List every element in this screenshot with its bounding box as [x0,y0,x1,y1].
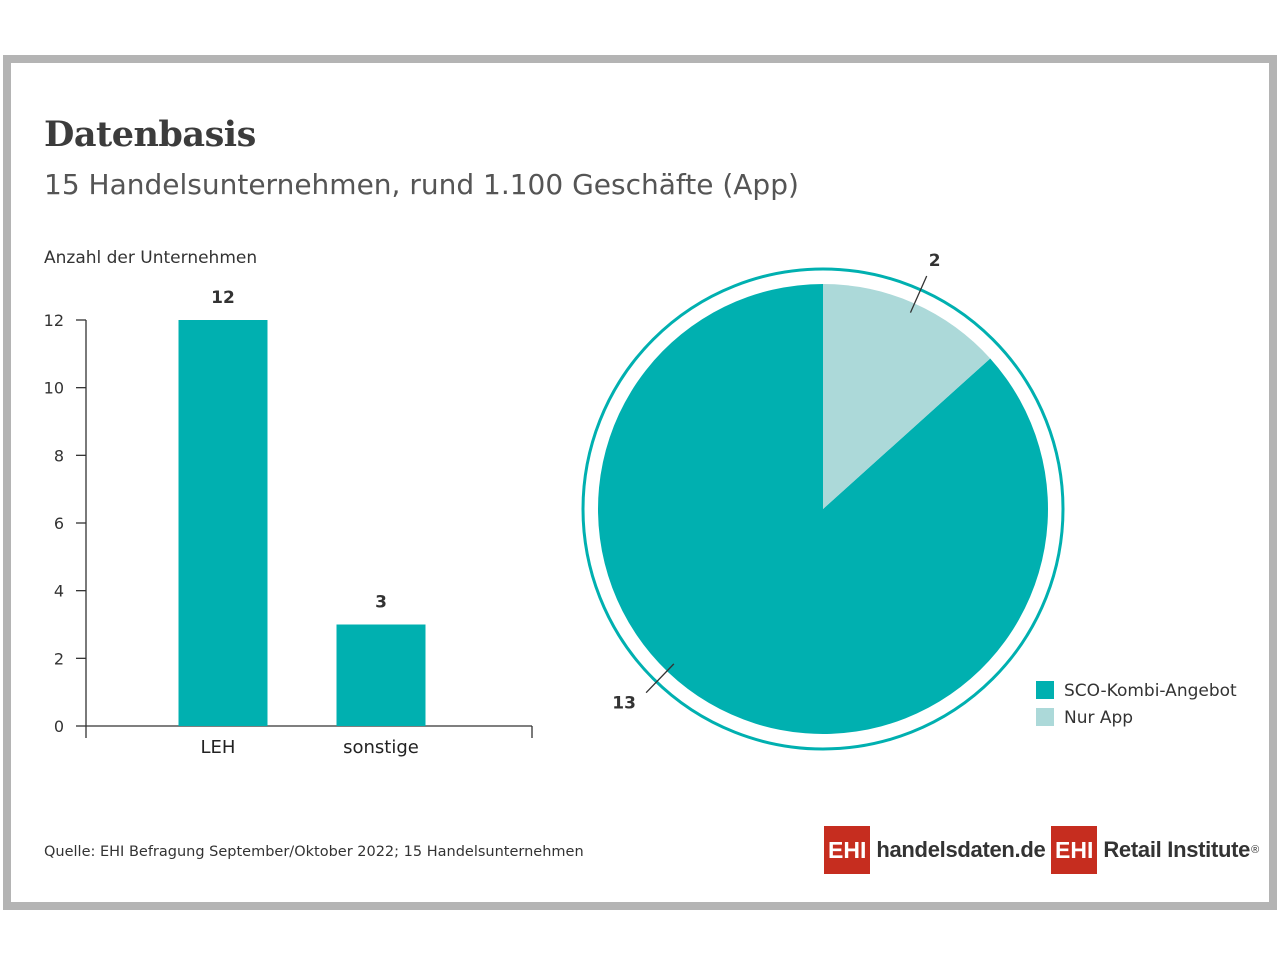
handelsdaten-logo-mark: EHI [824,826,871,874]
registered-mark: ® [1251,844,1260,856]
chart-subtitle: 15 Handelsunternehmen, rund 1.100 Geschä… [44,168,799,201]
handelsdaten-logo: EHI handelsdaten.de [824,826,1046,874]
retail-institute-logo: EHI Retail Institute ® [1051,826,1259,874]
retail-institute-logo-text: Retail Institute [1103,837,1251,862]
handelsdaten-logo-text: handelsdaten.de [876,837,1046,862]
source-note: Quelle: EHI Befragung September/Oktober … [44,844,584,860]
retail-institute-logo-mark: EHI [1051,826,1098,874]
chart-title: Datenbasis [44,114,256,155]
bar-y-axis-title: Anzahl der Unternehmen [44,248,258,268]
